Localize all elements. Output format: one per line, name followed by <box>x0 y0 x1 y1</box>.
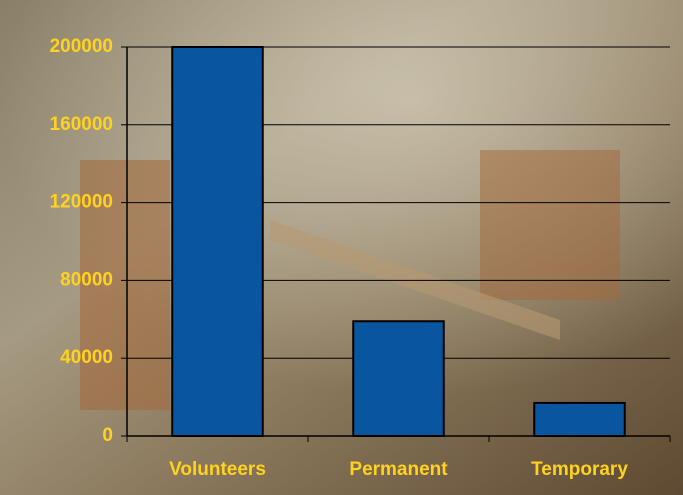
x-tick-label: Permanent <box>349 459 448 480</box>
y-tick-label: 0 <box>102 425 113 446</box>
bar <box>533 401 626 437</box>
background-figure <box>480 150 620 300</box>
y-tick-label: 80000 <box>60 269 113 290</box>
x-tick-label: Volunteers <box>169 459 266 480</box>
bar <box>171 46 264 437</box>
y-tick-label: 120000 <box>50 192 113 213</box>
y-tick-label: 40000 <box>60 347 113 368</box>
y-tick-label: 160000 <box>50 114 113 135</box>
background-figure <box>80 160 170 410</box>
y-tick-label: 200000 <box>50 36 113 57</box>
x-tick-label: Temporary <box>531 459 628 480</box>
bar <box>352 320 445 437</box>
